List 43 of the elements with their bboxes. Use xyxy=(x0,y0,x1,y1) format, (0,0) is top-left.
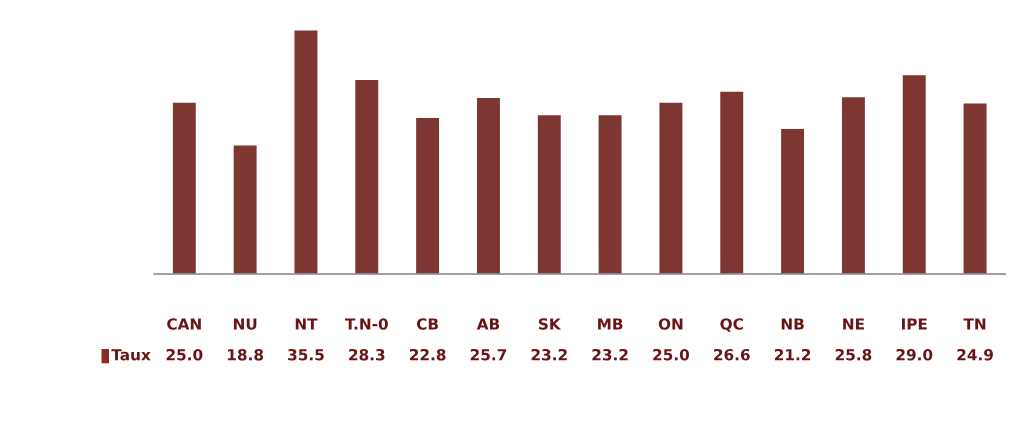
data-label: 26.6 xyxy=(714,348,750,361)
data-label: 23.2 xyxy=(592,348,628,361)
data-label: 23.2 xyxy=(531,348,567,361)
bar xyxy=(779,127,806,275)
x-tick-label: NB xyxy=(781,318,804,330)
bar xyxy=(536,113,563,275)
x-tick-label: NT xyxy=(295,318,318,330)
bar xyxy=(962,102,988,275)
bar xyxy=(658,101,684,275)
bar xyxy=(840,95,867,275)
x-tick-label: TN xyxy=(963,318,986,330)
bar xyxy=(232,144,259,275)
data-label: 21.2 xyxy=(774,348,811,361)
bar xyxy=(171,101,198,275)
data-label: 25.8 xyxy=(835,348,872,361)
x-tick-label: ON xyxy=(658,318,683,330)
bar xyxy=(718,90,745,275)
x-tick-label: QC xyxy=(720,318,743,332)
data-label: 22.8 xyxy=(409,348,446,361)
x-tick-label: SK xyxy=(538,318,562,330)
bar xyxy=(475,96,502,275)
data-label: 25.0 xyxy=(653,348,690,361)
data-label: 25.7 xyxy=(470,348,507,361)
bar xyxy=(901,73,928,275)
data-label: 18.8 xyxy=(228,348,264,361)
bar xyxy=(353,78,380,275)
data-label: 24.9 xyxy=(957,348,993,361)
x-tick-label: NU xyxy=(233,318,257,330)
bar xyxy=(293,29,319,275)
x-tick-label: CB xyxy=(416,318,438,330)
bar xyxy=(597,113,623,275)
data-label: 25.0 xyxy=(166,348,203,361)
data-label: 35.5 xyxy=(288,348,324,361)
x-tick-label: CAN xyxy=(167,318,201,330)
data-label: 29.0 xyxy=(896,348,933,361)
data-label: 28.3 xyxy=(349,348,385,361)
x-tick-label: T.N-0 xyxy=(345,318,388,330)
x-tick-label: IPE xyxy=(901,318,927,330)
bar xyxy=(414,116,441,275)
x-tick-label: MB xyxy=(598,318,623,330)
x-tick-label: NE xyxy=(843,318,864,330)
legend-label: Taux xyxy=(111,349,151,361)
x-tick-label: AB xyxy=(476,318,500,330)
